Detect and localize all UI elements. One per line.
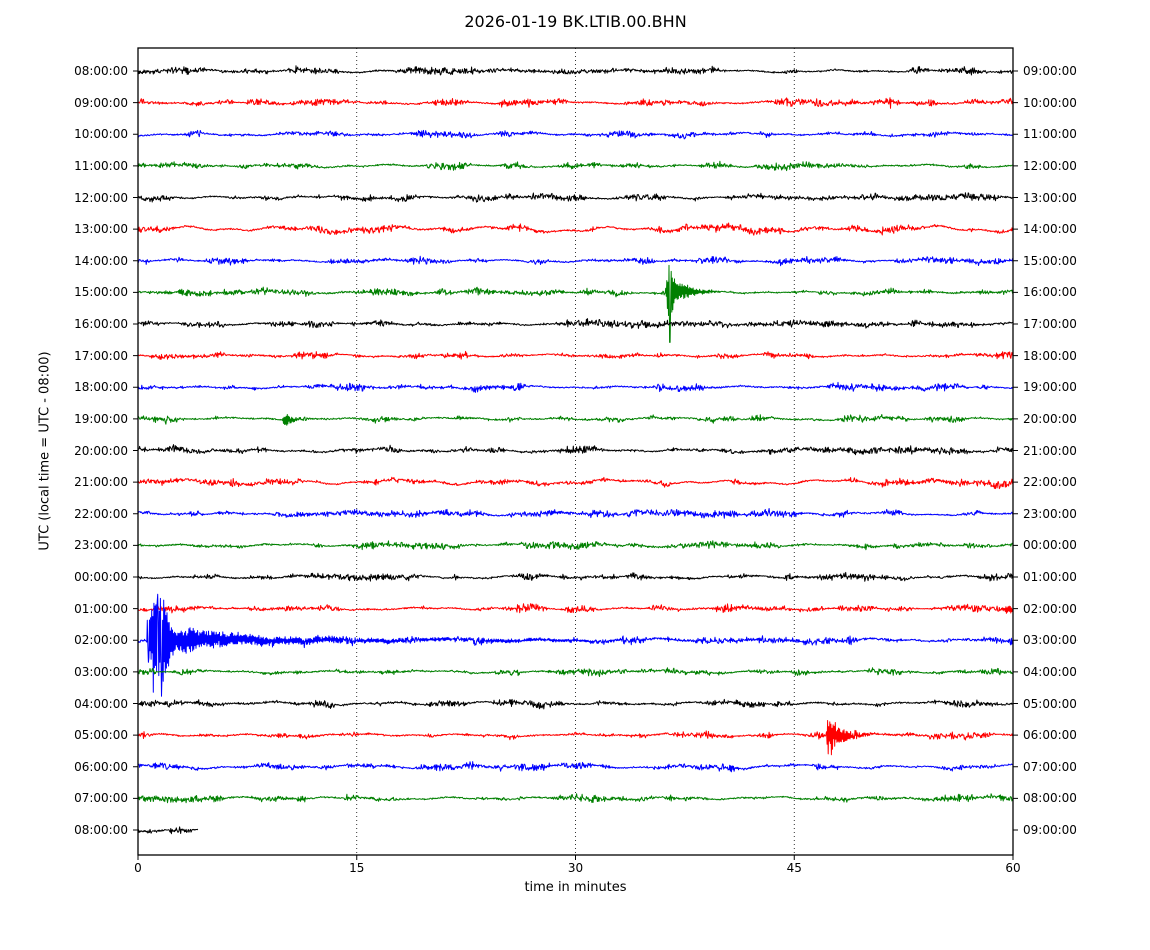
seismic-trace-190000 [137, 414, 1014, 426]
seismic-trace-220000 [137, 508, 1014, 519]
seismic-trace-170000 [137, 350, 1014, 360]
x-axis-label: time in minutes [524, 880, 627, 895]
seismic-trace-090000 [137, 97, 1014, 109]
seismic-trace-050000 [137, 720, 1014, 756]
seismic-trace-200000 [137, 444, 1014, 456]
seismic-trace-150000 [137, 264, 1014, 343]
seismic-trace-120000 [137, 192, 1014, 203]
seismic-trace-000000 [137, 571, 1014, 582]
seismic-trace-080000 [137, 826, 199, 835]
seismic-trace-130000 [137, 222, 1014, 236]
seismic-trace-140000 [137, 255, 1014, 267]
seismic-trace-070000 [137, 793, 1014, 804]
seismic-trace-230000 [137, 540, 1014, 551]
seismic-trace-020000 [137, 593, 1014, 697]
seismic-trace-080000 [137, 65, 1014, 76]
seismic-trace-110000 [137, 160, 1014, 172]
seismic-trace-010000 [137, 603, 1014, 614]
seismic-trace-060000 [137, 761, 1014, 773]
seismic-trace-100000 [137, 129, 1014, 140]
figure-title: 2026-01-19 BK.LTIB.00.BHN [464, 12, 687, 31]
seismic-trace-210000 [137, 476, 1014, 490]
seismic-trace-160000 [137, 318, 1014, 329]
seismic-trace-040000 [137, 698, 1014, 710]
seismic-trace-180000 [137, 381, 1014, 393]
seismic-trace-030000 [137, 667, 1014, 677]
